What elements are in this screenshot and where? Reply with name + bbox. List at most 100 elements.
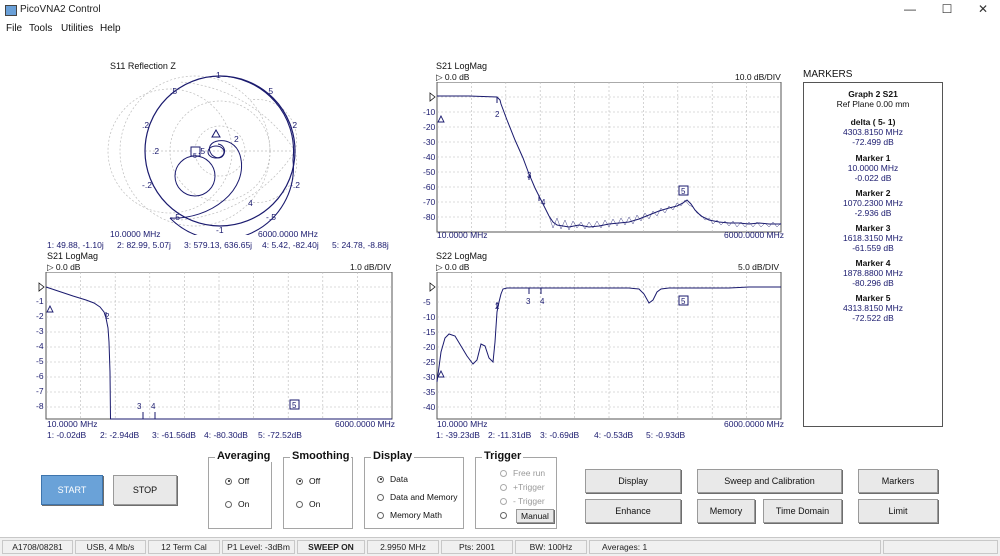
display-button[interactable]: Display <box>585 469 681 493</box>
averaging-title: Averaging <box>215 450 273 462</box>
start-button[interactable]: START <box>41 475 103 505</box>
smoothing-on-label: On <box>309 499 321 509</box>
plot-br-scale: 5.0 dB/DIV <box>738 262 780 272</box>
menu-tools[interactable]: Tools <box>29 23 53 34</box>
svg-text:5: 5 <box>681 187 686 196</box>
status-usb: USB, 4 Mb/s <box>75 540 146 554</box>
marker-1-label: Marker 1 <box>855 153 891 163</box>
plot-br-ytick: -5 <box>423 297 431 307</box>
marker-5-label: Marker 5 <box>855 293 891 303</box>
marker-3-label: Marker 3 <box>855 223 891 233</box>
plot-tr-start: 10.0000 MHz <box>437 230 488 240</box>
svg-text:.5: .5 <box>170 86 177 96</box>
status-bar: A1708/08281 USB, 4 Mb/s 12 Term Cal P1 L… <box>0 537 1000 556</box>
smoothing-group: Smoothing Off On <box>283 450 353 529</box>
smith-marker-5: 5: 24.78, -8.88j <box>332 240 389 250</box>
marker-2-value: -2.936 dB <box>854 208 892 218</box>
trigger-free-run-radio[interactable]: Free run <box>500 468 545 478</box>
trigger-minus-radio[interactable]: - Trigger <box>500 496 545 506</box>
svg-text:-.2: -.2 <box>290 180 300 190</box>
trigger-manual-button[interactable]: Manual <box>516 509 554 523</box>
svg-text:-.5: -.5 <box>266 212 276 222</box>
svg-text:5: 5 <box>193 153 197 160</box>
display-data-radio[interactable]: Data <box>377 474 408 484</box>
plot-br-ytick: -20 <box>423 342 436 352</box>
plot-br-marker-4: 4: -0.53dB <box>594 430 634 440</box>
plot-bl-ytick: -4 <box>36 341 44 351</box>
menu-utilities[interactable]: Utilities <box>61 23 94 34</box>
marker-1-triangle <box>211 128 221 138</box>
plot-br-ytick: -35 <box>423 387 436 397</box>
plot-bl-marker-5: 5: -72.52dB <box>258 430 302 440</box>
svg-text:.2: .2 <box>142 120 149 130</box>
marker-5-box <box>190 146 201 157</box>
display-data-memory-radio[interactable]: Data and Memory <box>377 492 458 502</box>
smoothing-on-radio[interactable]: On <box>296 499 320 509</box>
memory-button[interactable]: Memory <box>697 499 755 523</box>
plot-bl-marker-2: 2: -2.94dB <box>100 430 140 440</box>
plot-tr-ref: ▷ 0.0 dB <box>436 72 470 82</box>
plot-tr-ytick: -70 <box>423 197 436 207</box>
plot-tr-stop: 6000.0000 MHz <box>724 230 785 240</box>
limit-button[interactable]: Limit <box>858 499 938 523</box>
plot-bl-ytick: -3 <box>36 326 44 336</box>
menu-file[interactable]: File <box>6 23 23 34</box>
trigger-plus-label: +Trigger <box>513 482 545 492</box>
marker-3-value: -61.559 dB <box>852 243 894 253</box>
plot-tr-ytick: -30 <box>423 137 436 147</box>
sweep-calibration-button[interactable]: Sweep and Calibration <box>697 469 842 493</box>
smith-marker-1: 1: 49.88, -1.10j <box>47 240 104 250</box>
plot-br-start: 10.0000 MHz <box>437 419 488 429</box>
svg-text:2: 2 <box>105 312 110 321</box>
stop-button[interactable]: STOP <box>113 475 177 505</box>
menu-help[interactable]: Help <box>100 23 121 34</box>
close-button[interactable]: ✕ <box>977 2 989 16</box>
plot-br-ytick: -25 <box>423 357 436 367</box>
marker-4-label: Marker 4 <box>855 258 891 268</box>
window-title: PicoVNA2 Control <box>20 4 101 15</box>
plot-bl-area[interactable]: 2 3 4 5 <box>38 272 394 422</box>
averaging-off-radio[interactable]: Off <box>225 476 249 486</box>
plot-br-marker-5: 5: -0.93dB <box>646 430 686 440</box>
smith-marker-4: 4: 5.42, -82.40j <box>262 240 319 250</box>
svg-text:5: 5 <box>292 401 297 410</box>
svg-text:2: 2 <box>495 302 500 311</box>
trigger-manual-radio[interactable] <box>500 512 513 519</box>
status-sweep: SWEEP ON <box>297 540 365 554</box>
time-domain-button[interactable]: Time Domain <box>763 499 842 523</box>
status-serial: A1708/08281 <box>2 540 73 554</box>
marker-5-value: -72.522 dB <box>852 313 894 323</box>
marker-2-freq: 1070.2300 MHz <box>842 198 903 208</box>
smith-chart[interactable]: 5 2 4 1 .5 .5 .2 .2 -.2 -.2 -.5 -.5 -1 .… <box>100 70 310 235</box>
plot-br-area[interactable]: 2 3 4 5 <box>429 272 783 422</box>
status-frequency: 2.9950 MHz <box>367 540 439 554</box>
plot-br-title: S22 LogMag <box>436 251 488 261</box>
status-averages: Averages: 1 <box>589 540 881 554</box>
plot-bl-marker-1: 1: -0.02dB <box>47 430 87 440</box>
averaging-on-radio[interactable]: On <box>225 499 249 509</box>
plot-br-ytick: -30 <box>423 372 436 382</box>
plot-bl-ytick: -8 <box>36 401 44 411</box>
plot-br-marker-1: 1: -39.23dB <box>436 430 480 440</box>
smith-title: S11 Reflection Z <box>110 61 176 71</box>
trigger-title: Trigger <box>482 450 524 462</box>
plot-br-ytick: -15 <box>423 327 436 337</box>
status-empty <box>883 540 998 554</box>
trigger-plus-radio[interactable]: +Trigger <box>500 482 545 492</box>
plot-bl-marker-4: 4: -80.30dB <box>204 430 248 440</box>
display-memory-math-radio[interactable]: Memory Math <box>377 510 442 520</box>
plot-bl-start: 10.0000 MHz <box>47 419 98 429</box>
plot-tr-area[interactable]: 2 3 4 5 <box>429 82 783 234</box>
markers-button[interactable]: Markers <box>858 469 938 493</box>
plot-br-stop: 6000.0000 MHz <box>724 419 785 429</box>
menu-bar: File Tools Utilities Help <box>0 20 1000 36</box>
svg-text:2: 2 <box>495 110 500 119</box>
status-port-level: P1 Level: -3dBm <box>222 540 295 554</box>
trigger-minus-label: - Trigger <box>513 496 545 506</box>
minimize-button[interactable]: — <box>904 2 916 16</box>
smoothing-off-radio[interactable]: Off <box>296 476 320 486</box>
enhance-button[interactable]: Enhance <box>585 499 681 523</box>
svg-text:.2: .2 <box>290 120 297 130</box>
display-title: Display <box>371 450 415 462</box>
maximize-button[interactable]: ☐ <box>941 2 953 16</box>
